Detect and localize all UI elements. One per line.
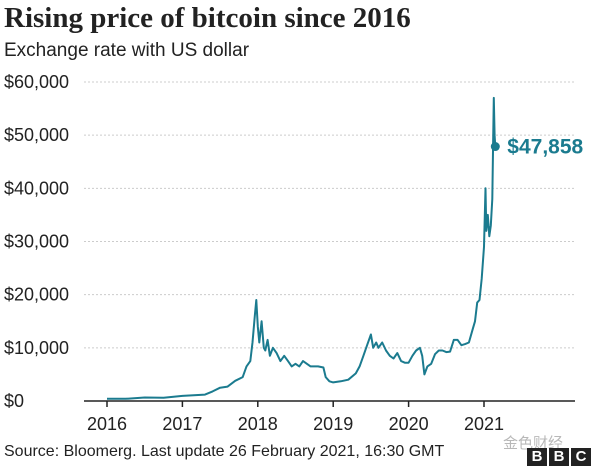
source-note: Source: Bloomerg. Last update 26 Februar…: [4, 443, 445, 460]
series-layer: [106, 96, 500, 400]
tick-labels: $0 $10,000 $20,000 $30,000 $40,000 $50,000 $60…: [4, 72, 584, 434]
bbc-logo: B B C: [527, 448, 591, 466]
y-tick-label: $50,000: [4, 125, 69, 145]
bbc-logo-block-1: B: [527, 448, 547, 466]
x-tick-label: 2016: [87, 414, 127, 434]
y-tick-label: $10,000: [4, 338, 69, 358]
bbc-logo-block-2: B: [549, 448, 569, 466]
y-tick-label: $20,000: [4, 285, 69, 305]
bbc-logo-block-3: C: [571, 448, 591, 466]
y-tick-label: $30,000: [4, 232, 69, 252]
x-axis-ticks: [106, 401, 485, 407]
x-tick-label: 2018: [238, 414, 278, 434]
x-tick-label: 2021: [464, 414, 504, 434]
x-tick-label: 2017: [162, 414, 202, 434]
y-tick-label: $40,000: [4, 178, 69, 198]
bitcoin-price-line: [106, 96, 497, 400]
x-tick-label: 2020: [389, 414, 429, 434]
y-tick-label: $60,000: [4, 72, 69, 92]
watermark: 金色财经: [503, 434, 564, 452]
chart-title: Rising price of bitcoin since 2016: [4, 2, 411, 34]
latest-price-point: [490, 142, 500, 152]
y-tick-label: $0: [4, 391, 24, 411]
chart-subtitle: Exchange rate with US dollar: [4, 40, 250, 61]
x-tick-label: 2019: [313, 414, 353, 434]
grid-lines: [84, 81, 575, 402]
latest-price-label: $47,858: [507, 136, 583, 159]
